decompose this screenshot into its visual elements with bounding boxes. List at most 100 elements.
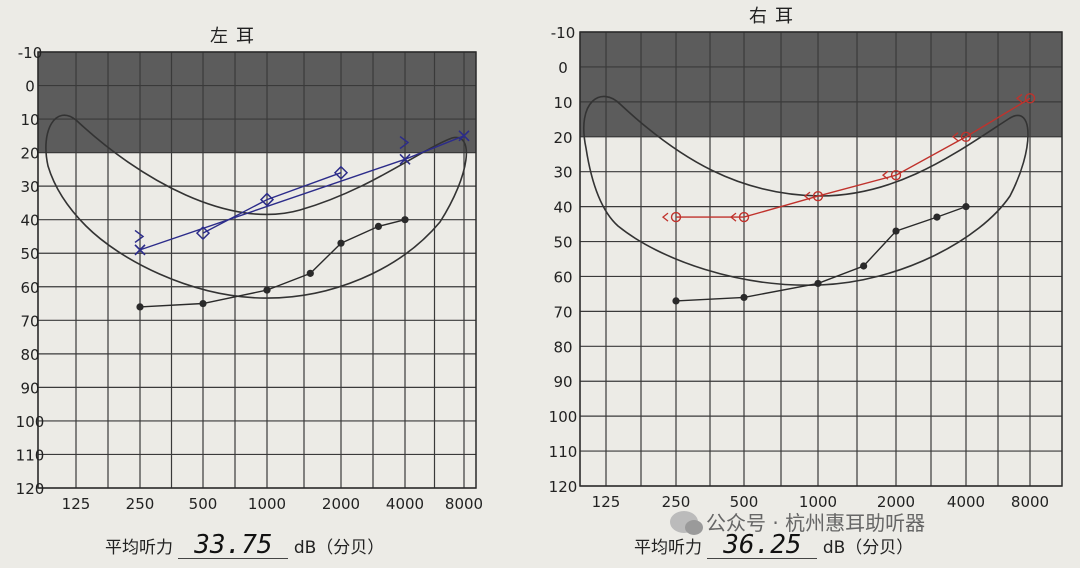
left-x-tick-label: 8000 xyxy=(445,495,483,513)
left-y-tick-label: 70 xyxy=(20,312,39,330)
left-y-tick-label: 100 xyxy=(16,413,45,431)
right-dot-point xyxy=(814,279,822,288)
watermark-text: 公众号 · 杭州惠耳助听器 xyxy=(706,511,926,535)
left-dot-point xyxy=(337,239,345,247)
right-y-tick-label: 20 xyxy=(553,129,572,147)
left-average-hearing: 平均听力 33.75 dB（分贝） xyxy=(105,532,384,559)
right-dot-point xyxy=(962,203,970,211)
left-bracket-point xyxy=(399,135,410,150)
right-masked-arrow xyxy=(661,212,669,222)
right-dot-point xyxy=(933,213,941,221)
right-dot-point xyxy=(672,297,680,305)
left-y-tick-label: 110 xyxy=(16,446,45,464)
left-series-bracket-line xyxy=(140,143,405,237)
left-x-tick-label: 500 xyxy=(189,495,218,513)
right-speech-banana xyxy=(583,95,1029,286)
right-x-tick-label: 1000 xyxy=(799,493,837,511)
left-y-tick-label: 50 xyxy=(20,245,39,263)
left-bracket-point xyxy=(134,229,145,244)
left-y-tick-label: -10 xyxy=(18,44,43,62)
right-circle-point xyxy=(1024,93,1036,104)
right-x-tick-label: 500 xyxy=(730,493,759,511)
left-y-tick-label: 30 xyxy=(20,178,39,196)
right-normal-zone xyxy=(580,32,1062,137)
left-average-label: 平均听力 xyxy=(105,538,173,558)
left-series-dot-line xyxy=(139,219,406,308)
right-x-tick-label: 250 xyxy=(662,493,691,511)
left-y-tick-label: 0 xyxy=(25,78,35,96)
right-circle-point xyxy=(670,211,682,223)
right-masked-arrow xyxy=(1015,93,1023,103)
right-average-label: 平均听力 xyxy=(634,538,702,558)
right-dot-point xyxy=(892,227,900,235)
right-masked-arrow xyxy=(951,132,959,142)
left-dot-point xyxy=(199,299,207,308)
right-circle-point xyxy=(812,190,824,202)
left-dot-point xyxy=(401,216,409,224)
left-ear-chart: -10 0 10 20 30 40 50 60 70 80 90 100 110 120 125 250 500… xyxy=(16,26,483,513)
right-circle-point xyxy=(960,131,972,142)
left-y-tick-label: 10 xyxy=(20,111,39,129)
left-dot-point xyxy=(136,303,144,311)
right-average-unit: dB（分贝） xyxy=(822,538,914,558)
right-y-tick-label: 0 xyxy=(558,59,568,77)
right-x-tick-label: 4000 xyxy=(947,493,985,511)
right-y-tick-label: 10 xyxy=(553,94,572,112)
right-masked-arrow xyxy=(729,212,737,222)
right-series-dot-line xyxy=(675,205,967,302)
right-y-tick-label: -10 xyxy=(551,24,576,42)
right-chart-title: 右耳 xyxy=(749,6,801,27)
left-frame xyxy=(37,51,477,489)
left-diamond-point xyxy=(259,192,275,207)
left-x-tick-label: 1000 xyxy=(248,495,286,513)
right-y-tick-label: 50 xyxy=(553,234,572,252)
left-y-tick-label: 40 xyxy=(20,212,39,230)
watermark: 公众号 · 杭州惠耳助听器 xyxy=(670,507,925,536)
left-y-tick-label: 90 xyxy=(20,379,39,397)
right-x-tick-label: 2000 xyxy=(877,493,915,511)
right-average-value: 36.25 xyxy=(707,532,818,559)
right-y-tick-label: 40 xyxy=(553,199,572,217)
right-y-tick-label: 120 xyxy=(549,478,578,496)
left-dot-point xyxy=(306,269,314,277)
left-x-tick-label: 2000 xyxy=(322,495,360,513)
right-circle-point xyxy=(890,169,902,181)
right-frame xyxy=(579,31,1063,487)
left-y-tick-label: 120 xyxy=(16,480,45,498)
right-masked-arrow xyxy=(803,191,811,201)
right-y-tick-label: 60 xyxy=(553,268,572,286)
right-dot-point xyxy=(860,262,868,270)
right-y-tick-label: 70 xyxy=(553,303,572,321)
left-cross-point xyxy=(399,153,411,165)
left-y-tick-label: 80 xyxy=(20,346,39,364)
left-cross-point xyxy=(134,244,146,256)
left-speech-banana xyxy=(45,114,468,299)
right-x-tick-label: 125 xyxy=(592,493,621,511)
left-dot-point xyxy=(374,222,383,230)
right-y-tick-label: 90 xyxy=(553,373,572,391)
right-masked-arrow xyxy=(881,170,889,180)
left-x-tick-label: 4000 xyxy=(386,495,424,513)
left-series-diamond-line xyxy=(202,172,342,234)
left-diamond-point xyxy=(333,165,349,180)
wechat-icon xyxy=(670,510,703,535)
right-circle-point xyxy=(738,211,750,223)
left-normal-zone xyxy=(38,52,476,153)
right-y-tick-label: 100 xyxy=(549,408,578,426)
left-diamond-point xyxy=(195,226,211,241)
right-average-hearing: 平均听力 36.25 dB（分贝） xyxy=(634,532,913,559)
right-y-tick-label: 30 xyxy=(553,164,572,182)
left-y-tick-label: 20 xyxy=(20,145,39,163)
right-ear-chart: -10 0 10 20 30 40 50 60 70 80 90 100 110 120 125 250 500… xyxy=(549,6,1063,511)
left-chart-title: 左耳 xyxy=(210,26,262,47)
left-cross-point xyxy=(458,130,470,142)
right-series-circle-line xyxy=(676,97,1031,218)
left-dot-point xyxy=(263,286,271,294)
right-dot-point xyxy=(740,293,748,302)
right-y-tick-label: 80 xyxy=(553,338,572,356)
right-x-tick-label: 8000 xyxy=(1011,493,1049,511)
left-x-tick-label: 250 xyxy=(126,495,155,513)
left-y-tick-label: 60 xyxy=(20,279,39,297)
left-average-unit: dB（分贝） xyxy=(293,538,385,558)
